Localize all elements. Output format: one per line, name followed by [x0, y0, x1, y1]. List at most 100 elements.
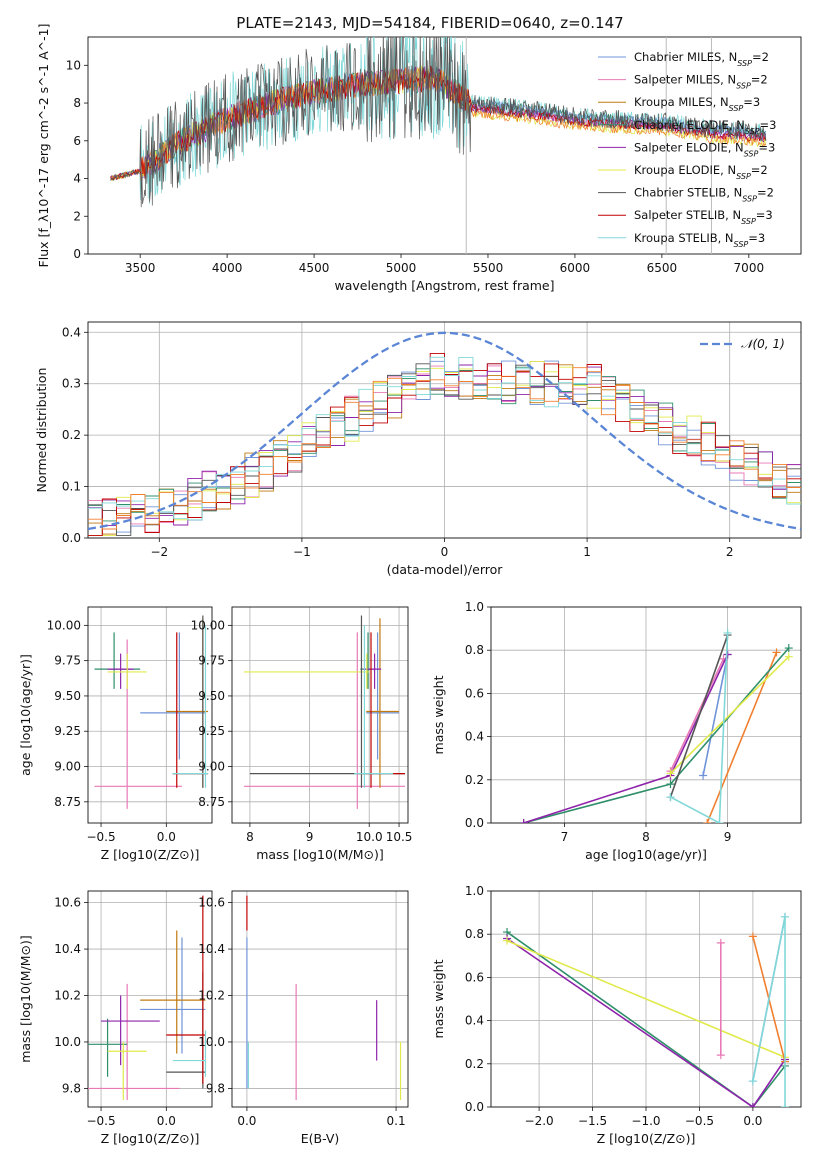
x-tick-label: 5000: [386, 261, 417, 275]
weight-line: [669, 656, 790, 774]
weight-marker: [666, 793, 675, 802]
y-tick-label: 4: [73, 172, 81, 186]
axes-frame: [490, 606, 802, 824]
x-tick-label: 2: [726, 545, 734, 559]
weight-marker: [703, 819, 712, 823]
weight-line: [702, 654, 729, 776]
y-tick-label: 10.0: [54, 1035, 81, 1049]
y-tick-label: 9.00: [198, 760, 225, 774]
plot-area: [246, 895, 402, 1101]
plot-area: [94, 615, 209, 809]
legend-label: Kroupa STELIB, NSSP=3: [634, 231, 765, 249]
axes-frame: [87, 36, 802, 255]
weight-line: [669, 634, 729, 798]
y-tick-label: 6: [73, 134, 81, 148]
legend-label: Salpeter MILES, NSSP=2: [634, 73, 768, 91]
chart-panel-8: −2.0 −1.5 −1.0 −0.5 0.0 0.0 0.2 0.4 0.6 0.8 1.0 Z […: [431, 884, 802, 1146]
y-tick-label: 0.2: [465, 1057, 484, 1071]
x-axis-label: mass [log10(M/M⊙)]: [256, 847, 384, 862]
legend: Chabrier MILES, NSSP=2 Salpeter MILES, NS…: [598, 50, 776, 248]
axes-frame: [87, 606, 213, 824]
grid: [232, 607, 408, 823]
x-tick-label: 8: [246, 830, 254, 844]
weight-marker: [503, 936, 512, 945]
y-tick-label: 10.4: [54, 942, 81, 956]
y-tick-label: 1.0: [465, 884, 484, 898]
legend-label: Chabrier STELIB, NSSP=2: [634, 186, 774, 204]
plot-area: [243, 615, 406, 809]
legend: 𝒩(0, 1): [700, 337, 785, 351]
y-tick-label: 0.2: [62, 428, 81, 442]
y-axis-label: Flux [f_λ10^-17 erg cm^-2 s^-1 A^-1]: [36, 24, 51, 268]
weight-line: [506, 931, 786, 1107]
axes-frame: [231, 606, 409, 824]
y-axis-label: mass weight: [431, 959, 446, 1038]
y-tick-label: 0.6: [465, 686, 484, 700]
y-tick-label: 9.75: [54, 654, 81, 668]
x-tick-label: −2.0: [525, 1114, 554, 1128]
x-tick-label: 4000: [212, 261, 243, 275]
y-tick-label: 9.25: [198, 724, 225, 738]
y-tick-label: 8.75: [54, 795, 81, 809]
x-tick-label: −1: [293, 545, 311, 559]
plot-area: [519, 628, 793, 823]
y-tick-label: 0.0: [465, 1100, 484, 1114]
y-tick-label: 0.0: [62, 531, 81, 545]
x-tick-label: 0.0: [157, 1114, 176, 1128]
x-tick-label: 0: [441, 545, 449, 559]
y-axis-label: age [log10(age/yr)]: [18, 654, 33, 776]
weight-marker: [723, 628, 732, 637]
x-axis-label: (data-model)/error: [387, 562, 504, 577]
x-tick-label: 8: [642, 830, 650, 844]
y-tick-label: 9.50: [198, 689, 225, 703]
x-axis-label: wavelength [Angstrom, rest frame]: [334, 278, 554, 293]
x-tick-label: 0.0: [743, 1114, 762, 1128]
y-tick-label: 10: [66, 58, 81, 72]
weight-marker: [772, 648, 781, 657]
x-tick-label: −1.5: [578, 1114, 607, 1128]
x-tick-label: 0.0: [157, 830, 176, 844]
y-tick-label: 0.8: [465, 927, 484, 941]
x-tick-label: −0.5: [86, 830, 115, 844]
chart-panel-3: −0.5 0.0 8.75 9.00 9.25 9.50 9.75 10.00 Z [log10…: [18, 606, 213, 862]
y-tick-label: 0.1: [62, 480, 81, 494]
y-tick-label: 9.25: [54, 724, 81, 738]
y-tick-label: 10.6: [54, 896, 81, 910]
y-tick-label: 0.3: [62, 377, 81, 391]
y-tick-label: 0.2: [465, 773, 484, 787]
weight-marker: [748, 1103, 757, 1107]
y-tick-label: 0.6: [465, 970, 484, 984]
chart-panel-1: 3500 4000 4500 5000 5500 6000 6500 7000 0 2 4 6 8 10 w…: [36, 24, 802, 293]
legend-label: Chabrier ELODIE, NSSP=3: [634, 118, 776, 136]
chart-panel-6: −0.5 0.0 9.8 10.0 10.2 10.4 10.6 Z [log10(Z/Z⊙)…: [18, 890, 213, 1146]
weight-line: [506, 937, 786, 1107]
y-tick-label: 2: [73, 209, 81, 223]
x-tick-label: −0.5: [86, 1114, 115, 1128]
histogram-step: [88, 361, 801, 533]
y-axis-label: mass [log10(M/M⊙)]: [18, 935, 33, 1063]
plot-area: [88, 895, 207, 1101]
weight-marker: [716, 938, 725, 947]
weight-marker: [699, 771, 708, 780]
weight-line: [523, 647, 790, 823]
y-tick-label: 9.75: [198, 654, 225, 668]
y-axis-label: Normed distribution: [34, 368, 49, 493]
y-tick-label: 0.4: [465, 730, 484, 744]
y-tick-label: 10.6: [198, 896, 225, 910]
legend-label: Kroupa ELODIE, NSSP=2: [634, 163, 768, 181]
weight-line: [506, 939, 786, 1059]
x-axis-label: age [log10(age/yr)]: [585, 847, 707, 862]
weight-marker: [666, 769, 675, 778]
axes-frame: [87, 321, 802, 539]
x-axis-label: Z [log10(Z/Z⊙)]: [597, 1131, 696, 1146]
histogram-step: [88, 356, 801, 521]
x-tick-label: 7: [561, 830, 569, 844]
y-tick-label: 0: [73, 247, 81, 261]
x-tick-label: −2: [150, 545, 168, 559]
y-tick-label: 8.75: [198, 795, 225, 809]
x-tick-label: 1: [583, 545, 591, 559]
weight-marker: [780, 1103, 789, 1107]
x-tick-label: −1.0: [631, 1114, 660, 1128]
x-axis-label: Z [log10(Z/Z⊙)]: [101, 1131, 200, 1146]
